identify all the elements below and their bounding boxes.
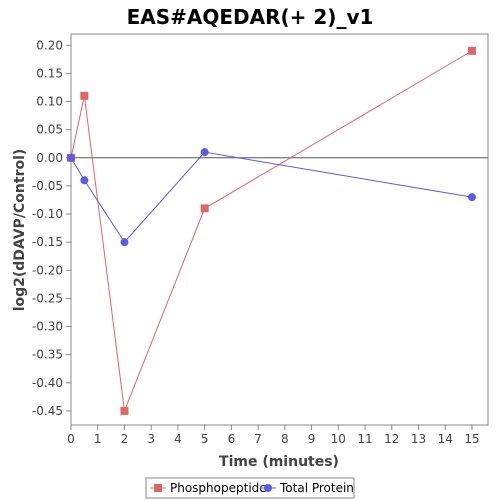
y-tick-label: -0.40 [32, 376, 63, 390]
x-tick-label: 9 [308, 432, 316, 446]
x-tick-label: 10 [331, 432, 346, 446]
y-tick-label: -0.35 [32, 348, 63, 362]
x-tick-label: 0 [67, 432, 75, 446]
legend-label: Phosphopeptide [170, 481, 267, 495]
x-tick-label: 1 [94, 432, 102, 446]
legend: Phosphopeptide Total Protein [145, 477, 355, 499]
data-point-phosphopeptide [467, 46, 476, 55]
y-axis-label: log2(dDAVP/Control) [12, 149, 28, 312]
plot-area [70, 33, 489, 426]
legend-marker-circle [264, 484, 272, 492]
chart-title: EAS#AQEDAR(+ 2)_v1 [127, 5, 374, 29]
x-tick-label: 15 [464, 432, 479, 446]
y-tick-label: -0.15 [32, 235, 63, 249]
y-tick-label: -0.10 [32, 207, 63, 221]
y-axis: 0.20 0.15 0.10 0.05 0.00 -0.05 -0.10 -0.15 -0.20… [32, 38, 71, 418]
data-point-phosphopeptide [120, 406, 129, 415]
y-tick-label: -0.45 [32, 404, 63, 418]
legend-label: Total Protein [279, 481, 354, 495]
data-point-total-protein [200, 148, 209, 157]
y-tick-label: 0.15 [36, 66, 63, 80]
y-tick-label: -0.25 [32, 291, 63, 305]
legend-box [145, 477, 355, 499]
data-point-total-protein [67, 153, 75, 162]
series-layer [67, 46, 476, 415]
x-tick-label: 5 [201, 432, 209, 446]
x-tick-label: 11 [357, 432, 372, 446]
x-tick-label: 2 [121, 432, 129, 446]
data-point-phosphopeptide [80, 91, 89, 100]
data-point-total-protein [467, 193, 476, 202]
x-axis: 0 1 2 3 4 5 6 7 8 9 10 11 12 13 14 15 [67, 425, 480, 446]
x-tick-label: 8 [281, 432, 289, 446]
x-tick-label: 6 [228, 432, 236, 446]
x-tick-label: 12 [384, 432, 399, 446]
x-tick-label: 4 [174, 432, 182, 446]
x-axis-label: Time (minutes) [219, 454, 339, 470]
x-tick-label: 14 [438, 432, 453, 446]
y-tick-label: -0.20 [32, 263, 63, 277]
x-tick-label: 7 [254, 432, 262, 446]
y-tick-label: 0.05 [36, 123, 63, 137]
y-tick-label: 0.10 [36, 95, 63, 109]
y-tick-label: -0.30 [32, 320, 63, 334]
y-tick-label: 0.00 [36, 151, 63, 165]
y-tick-label: -0.05 [32, 179, 63, 193]
y-tick-label: 0.20 [36, 38, 63, 52]
data-point-phosphopeptide [200, 204, 209, 213]
legend-marker-square [154, 484, 162, 492]
data-point-total-protein [120, 238, 129, 247]
x-tick-label: 3 [147, 432, 155, 446]
x-tick-label: 13 [411, 432, 426, 446]
data-point-total-protein [80, 176, 89, 185]
